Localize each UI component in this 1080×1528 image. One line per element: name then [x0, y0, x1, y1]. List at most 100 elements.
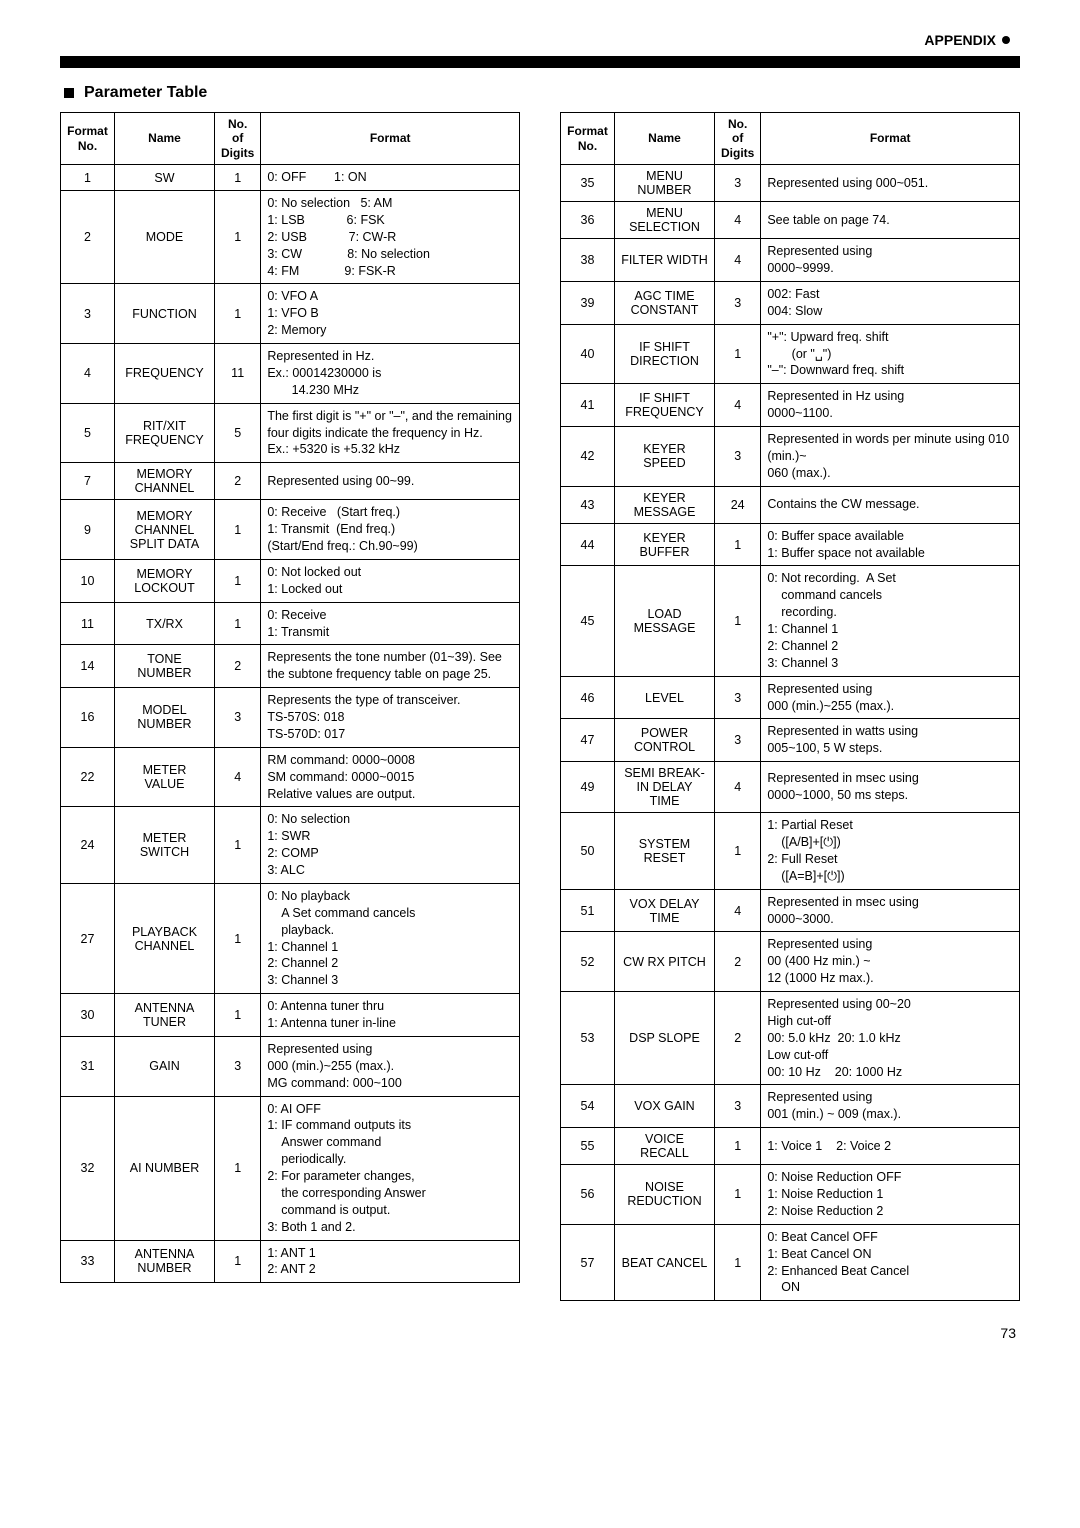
- cell-digits: 3: [715, 676, 761, 719]
- cell-digits: 4: [215, 747, 261, 807]
- col-format-no: Format No.: [561, 113, 615, 165]
- cell-digits: 1: [215, 284, 261, 344]
- cell-format-no: 1: [61, 165, 115, 191]
- cell-digits: 2: [215, 645, 261, 688]
- cell-digits: 1: [215, 500, 261, 560]
- cell-name: BEAT CANCEL: [615, 1224, 715, 1301]
- cell-name: DSP SLOPE: [615, 992, 715, 1085]
- cell-format: 1: ANT 1 2: ANT 2: [261, 1240, 520, 1283]
- table-row: 38FILTER WIDTH4Represented using 0000~99…: [561, 239, 1020, 282]
- cell-name: AI NUMBER: [115, 1096, 215, 1240]
- table-row: 55VOICE RECALL11: Voice 1 2: Voice 2: [561, 1128, 1020, 1165]
- cell-format: 002: Fast 004: Slow: [761, 281, 1020, 324]
- cell-name: LEVEL: [615, 676, 715, 719]
- cell-name: MENU SELECTION: [615, 202, 715, 239]
- table-row: 46LEVEL3Represented using 000 (min.)~255…: [561, 676, 1020, 719]
- cell-format-no: 43: [561, 486, 615, 523]
- col-name: Name: [615, 113, 715, 165]
- cell-name: MODEL NUMBER: [115, 688, 215, 748]
- table-row: 30ANTENNA TUNER10: Antenna tuner thru 1:…: [61, 994, 520, 1037]
- cell-format-no: 11: [61, 602, 115, 645]
- cell-digits: 1: [215, 1240, 261, 1283]
- cell-format-no: 33: [61, 1240, 115, 1283]
- cell-format: Represented in watts using 005~100, 5 W …: [761, 719, 1020, 762]
- cell-digits: 1: [215, 559, 261, 602]
- cell-format-no: 39: [561, 281, 615, 324]
- table-row: 10MEMORY LOCKOUT10: Not locked out 1: Lo…: [61, 559, 520, 602]
- cell-format: The first digit is "+" or "–", and the r…: [261, 403, 520, 463]
- cell-digits: 1: [715, 523, 761, 566]
- cell-digits: 3: [715, 1085, 761, 1128]
- cell-digits: 1: [715, 1165, 761, 1225]
- parameter-table-right: Format No. Name No. of Digits Format 35M…: [560, 112, 1020, 1301]
- table-row: 31GAIN3Represented using 000 (min.)~255 …: [61, 1036, 520, 1096]
- table-row: 44KEYER BUFFER10: Buffer space available…: [561, 523, 1020, 566]
- cell-name: MEMORY CHANNEL SPLIT DATA: [115, 500, 215, 560]
- cell-name: RIT/XIT FREQUENCY: [115, 403, 215, 463]
- cell-format: Represents the type of transceiver. TS-5…: [261, 688, 520, 748]
- cell-name: AGC TIME CONSTANT: [615, 281, 715, 324]
- cell-name: GAIN: [115, 1036, 215, 1096]
- cell-format: Represented in msec using 0000~3000.: [761, 889, 1020, 932]
- table-row: 22METER VALUE4RM command: 0000~0008 SM c…: [61, 747, 520, 807]
- cell-format: Represented using 001 (min.) ~ 009 (max.…: [761, 1085, 1020, 1128]
- cell-digits: 1: [715, 1224, 761, 1301]
- table-row: 9MEMORY CHANNEL SPLIT DATA10: Receive (S…: [61, 500, 520, 560]
- cell-format-no: 36: [561, 202, 615, 239]
- cell-name: SW: [115, 165, 215, 191]
- cell-format: Contains the CW message.: [761, 486, 1020, 523]
- cell-format-no: 30: [61, 994, 115, 1037]
- page-header: APPENDIX: [60, 50, 1020, 74]
- appendix-text: APPENDIX: [924, 32, 996, 48]
- cell-name: ANTENNA NUMBER: [115, 1240, 215, 1283]
- col-format: Format: [761, 113, 1020, 165]
- section-title: Parameter Table: [64, 84, 1020, 102]
- cell-name: FUNCTION: [115, 284, 215, 344]
- table-row: 50SYSTEM RESET11: Partial Reset ([A/B]+[…: [561, 813, 1020, 890]
- table-row: 40IF SHIFT DIRECTION1"+": Upward freq. s…: [561, 324, 1020, 384]
- cell-digits: 1: [215, 807, 261, 884]
- cell-digits: 5: [215, 403, 261, 463]
- cell-digits: 2: [215, 463, 261, 500]
- cell-digits: 3: [715, 719, 761, 762]
- cell-format-no: 44: [561, 523, 615, 566]
- page-number: 73: [60, 1325, 1020, 1341]
- table-row: 53DSP SLOPE2Represented using 00~20 High…: [561, 992, 1020, 1085]
- cell-format-no: 7: [61, 463, 115, 500]
- cell-digits: 3: [715, 165, 761, 202]
- cell-name: IF SHIFT FREQUENCY: [615, 384, 715, 427]
- table-row: 24METER SWITCH10: No selection 1: SWR 2:…: [61, 807, 520, 884]
- table-row: 14TONE NUMBER2Represents the tone number…: [61, 645, 520, 688]
- cell-name: MENU NUMBER: [615, 165, 715, 202]
- cell-digits: 4: [715, 762, 761, 813]
- cell-digits: 11: [215, 344, 261, 404]
- table-row: 54VOX GAIN3Represented using 001 (min.) …: [561, 1085, 1020, 1128]
- table-row: 47POWER CONTROL3Represented in watts usi…: [561, 719, 1020, 762]
- cell-format: Represented using 00 (400 Hz min.) ~ 12 …: [761, 932, 1020, 992]
- table-row: 11TX/RX10: Receive 1: Transmit: [61, 602, 520, 645]
- cell-format-no: 10: [61, 559, 115, 602]
- cell-format-no: 41: [561, 384, 615, 427]
- cell-name: VOX DELAY TIME: [615, 889, 715, 932]
- cell-name: MEMORY CHANNEL: [115, 463, 215, 500]
- table-row: 1SW10: OFF 1: ON: [61, 165, 520, 191]
- cell-format-no: 35: [561, 165, 615, 202]
- cell-format: 0: Noise Reduction OFF 1: Noise Reductio…: [761, 1165, 1020, 1225]
- table-row: 35MENU NUMBER3Represented using 000~051.: [561, 165, 1020, 202]
- cell-name: NOISE REDUCTION: [615, 1165, 715, 1225]
- cell-format-no: 5: [61, 403, 115, 463]
- cell-name: MODE: [115, 191, 215, 284]
- square-bullet-icon: [64, 88, 74, 98]
- cell-format-no: 16: [61, 688, 115, 748]
- col-format: Format: [261, 113, 520, 165]
- cell-name: MEMORY LOCKOUT: [115, 559, 215, 602]
- table-row: 33ANTENNA NUMBER11: ANT 1 2: ANT 2: [61, 1240, 520, 1283]
- table-row: 56NOISE REDUCTION10: Noise Reduction OFF…: [561, 1165, 1020, 1225]
- cell-format-no: 53: [561, 992, 615, 1085]
- cell-format-no: 27: [61, 883, 115, 993]
- table-row: 57BEAT CANCEL10: Beat Cancel OFF 1: Beat…: [561, 1224, 1020, 1301]
- cell-name: TONE NUMBER: [115, 645, 215, 688]
- cell-name: POWER CONTROL: [615, 719, 715, 762]
- cell-name: SEMI BREAK-IN DELAY TIME: [615, 762, 715, 813]
- cell-name: FREQUENCY: [115, 344, 215, 404]
